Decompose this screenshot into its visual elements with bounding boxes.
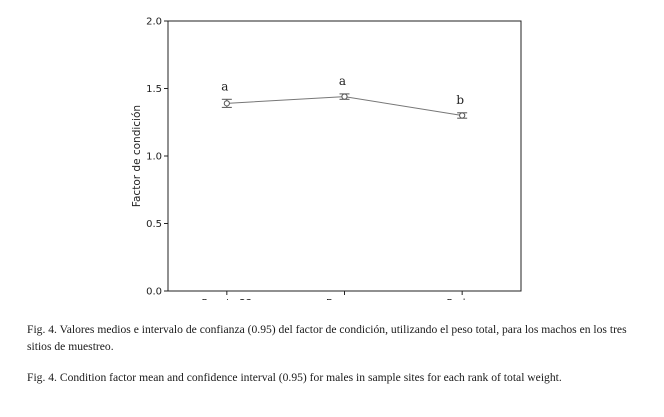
y-tick-label: 0.5 <box>146 219 162 230</box>
figure: 0.0 0.5 1.0 1.5 2.0 Puente 23 Bosque Rodeo Facto… <box>131 17 522 300</box>
x-tick-label: Puente 23 <box>201 298 252 300</box>
y-tick-label: 2.0 <box>146 17 162 28</box>
group-letter-label: b <box>456 93 464 107</box>
figure-caption-english: Fig. 4. Condition factor mean and confid… <box>27 371 562 384</box>
figure-caption-spanish: Fig. 4. Valores medios e intervalo de co… <box>27 323 627 353</box>
data-point <box>341 93 348 100</box>
y-tick-label: 1.0 <box>146 152 162 163</box>
group-letter-label: a <box>339 74 346 88</box>
group-letter-label: a <box>221 79 228 93</box>
line-chart: 0.0 0.5 1.0 1.5 2.0 Puente 23 Bosque Rodeo Facto… <box>131 17 522 300</box>
x-tick-label: Rodeo <box>447 298 478 300</box>
y-tick-label: 1.5 <box>146 84 162 95</box>
plot-frame <box>167 20 522 292</box>
y-axis-label: Factor de condición <box>131 105 143 207</box>
data-point <box>223 100 230 107</box>
y-tick-label: 0.0 <box>146 287 162 298</box>
data-point <box>459 112 466 119</box>
x-tick-label: Bosque <box>326 298 363 300</box>
